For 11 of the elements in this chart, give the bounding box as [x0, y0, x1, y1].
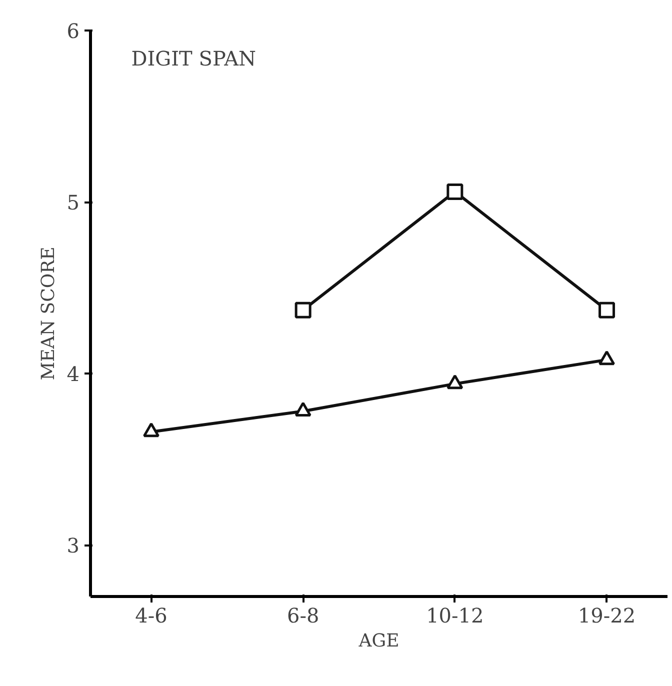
x-tick-label: 4-6 — [135, 604, 168, 628]
x-tick-label: 19-22 — [578, 604, 636, 628]
x-axis-title: AGE — [358, 630, 400, 652]
x-tick-label: 10-12 — [426, 604, 484, 628]
text: DIGIT SPAN — [131, 46, 256, 70]
y-tick-label: 6 — [66, 19, 80, 43]
y-tick-label: 3 — [66, 534, 80, 558]
y-axis-title: MEAN SCORE — [38, 246, 59, 380]
y-tick-label: 4 — [66, 362, 80, 386]
x-tick-label: 6-8 — [286, 604, 320, 628]
y-tick-label: 5 — [66, 190, 80, 215]
